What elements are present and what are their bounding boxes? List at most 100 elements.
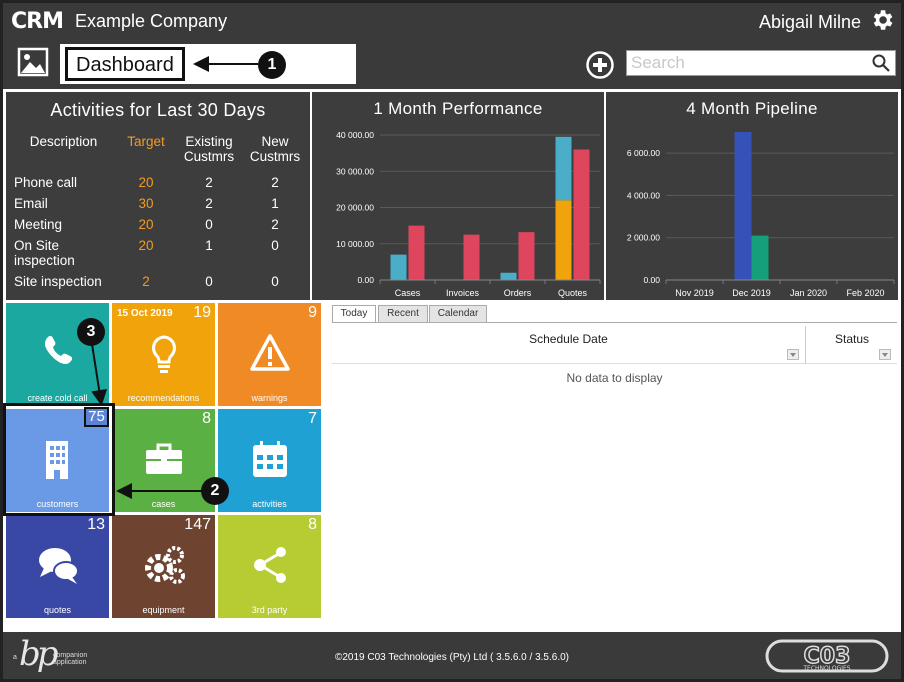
col-description: Description — [29, 134, 98, 149]
filter-dropdown-icon[interactable] — [879, 349, 891, 360]
bar — [463, 234, 480, 280]
tile-equipment[interactable]: 147 equipment — [112, 515, 215, 618]
bar — [500, 272, 517, 280]
tab-calendar[interactable]: Calendar — [429, 305, 487, 323]
tile-warnings[interactable]: 9 warnings — [218, 303, 321, 406]
activities-table: Description Target Existing Custmrs New … — [11, 134, 308, 292]
customers-count-highlight: 75 — [84, 407, 109, 427]
y-tick-label: 10 000.00 — [336, 239, 374, 249]
cell-target: 20 — [138, 238, 154, 253]
pipeline-chart: 0.00 2 000.00 4 000.00 6 000.00 Nov 2019 Dec … — [627, 132, 895, 298]
cell-new: 0 — [271, 274, 279, 289]
cell-existing: 0 — [205, 217, 213, 232]
callout-2: 2 — [201, 477, 229, 505]
search-input[interactable] — [627, 51, 863, 75]
tab-divider — [332, 322, 897, 323]
activities-title: Activities for Last 30 Days — [50, 100, 266, 120]
phone-icon — [45, 335, 73, 364]
top-bar: CRM Example Company Abigail Milne — [3, 3, 901, 39]
x-tick-label: Invoices — [446, 288, 480, 298]
tile-activities[interactable]: 7 activities — [218, 409, 321, 512]
tile-label: activities — [252, 499, 287, 509]
y-tick-label: 2 000.00 — [627, 233, 660, 243]
col-existing: Existing Custmrs — [183, 134, 235, 164]
x-tick-label: Quotes — [558, 288, 588, 298]
tile-label: quotes — [43, 605, 72, 615]
tile-count: 8 — [308, 516, 317, 533]
svg-text:C03: C03 — [804, 644, 851, 669]
y-tick-label: 6 000.00 — [627, 148, 660, 158]
cell-target: 2 — [142, 274, 150, 289]
callout-1: 1 — [258, 51, 286, 79]
tile-count: 8 — [202, 410, 211, 427]
x-tick-label: Feb 2020 — [846, 288, 884, 298]
x-tick-label: Cases — [395, 288, 421, 298]
search-icon[interactable] — [871, 53, 891, 73]
cell-new: 2 — [271, 217, 279, 232]
performance-panel: 1 Month Performance 0.00 10 000.00 20 000.… — [312, 92, 604, 300]
briefcase-icon — [146, 443, 182, 474]
cell-target: 20 — [138, 175, 154, 190]
x-tick-label: Orders — [504, 288, 532, 298]
tile-3rd-party[interactable]: 8 3rd party — [218, 515, 321, 618]
cell-new: 2 — [271, 175, 279, 190]
callout-3: 3 — [77, 318, 105, 346]
tile-date: 15 Oct 2019 — [117, 308, 173, 319]
summary-panels: Activities for Last 30 Days Description … — [3, 89, 901, 301]
toolbar: Dashboard — [3, 39, 901, 89]
activities-panel: Activities for Last 30 Days Description … — [6, 92, 310, 300]
lightbulb-icon — [152, 335, 176, 373]
company-name: Example Company — [75, 11, 228, 31]
table-row: Email 30 2 1 — [11, 193, 308, 214]
tab-today[interactable]: Today — [332, 305, 376, 323]
image-icon[interactable] — [17, 47, 49, 77]
search-box — [626, 50, 896, 76]
col-status[interactable]: Status — [807, 326, 897, 364]
page-title-box: Dashboard — [60, 44, 356, 84]
cell-existing: 2 — [205, 175, 213, 190]
add-circle-icon[interactable] — [586, 51, 614, 79]
tab-recent[interactable]: Recent — [378, 305, 428, 323]
bar — [573, 149, 590, 280]
performance-title: 1 Month Performance — [373, 99, 543, 118]
tile-count: 13 — [87, 516, 105, 533]
x-tick-label: Nov 2019 — [675, 288, 714, 298]
user-name[interactable]: Abigail Milne — [758, 12, 861, 32]
cell-target: 30 — [138, 196, 154, 211]
cell-desc: Phone call — [14, 175, 78, 190]
copyright: ©2019 C03 Technologies (Pty) Ltd ( 3.5.6… — [335, 652, 569, 663]
filter-dropdown-icon[interactable] — [787, 349, 799, 360]
table-row: On Site inspection 20 1 0 — [11, 235, 308, 271]
bar — [751, 235, 769, 280]
y-tick-label: 0.00 — [643, 275, 660, 285]
bar — [408, 225, 425, 280]
schedule-grid-header: Schedule Date Status — [332, 326, 897, 364]
y-tick-label: 40 000.00 — [336, 130, 374, 140]
cell-target: 20 — [138, 217, 154, 232]
bar — [555, 200, 572, 280]
svg-text:TECHNOLOGIES: TECHNOLOGIES — [802, 665, 850, 672]
cell-existing: 1 — [205, 238, 213, 253]
cell-desc: On Site inspection — [14, 238, 75, 268]
tile-count: 19 — [193, 304, 211, 321]
gear-icon[interactable] — [869, 7, 895, 33]
cell-desc: Meeting — [14, 217, 63, 232]
crm-logo[interactable]: CRM — [11, 9, 64, 34]
x-tick-label: Dec 2019 — [732, 288, 771, 298]
bp-logo-prefix: a — [13, 654, 17, 661]
cell-new: 1 — [271, 196, 279, 211]
col-schedule-date[interactable]: Schedule Date — [332, 326, 806, 364]
footer: a bp companion application ©2019 C03 Tech… — [3, 632, 901, 679]
tile-quotes[interactable]: 13 quotes — [6, 515, 109, 618]
gears-icon — [145, 546, 185, 584]
speech-bubbles-icon — [39, 548, 79, 584]
bar — [734, 132, 752, 280]
col-target: Target — [127, 134, 165, 149]
col-new: New Custmrs — [249, 134, 301, 164]
tile-recommendations[interactable]: 15 Oct 2019 19 recommendations — [112, 303, 215, 406]
table-row: Site inspection 2 0 0 — [11, 271, 308, 292]
bp-logo-caption: companion application — [53, 652, 88, 666]
tile-label: cases — [151, 499, 176, 509]
share-icon — [254, 547, 286, 583]
page-title: Dashboard — [65, 47, 185, 81]
